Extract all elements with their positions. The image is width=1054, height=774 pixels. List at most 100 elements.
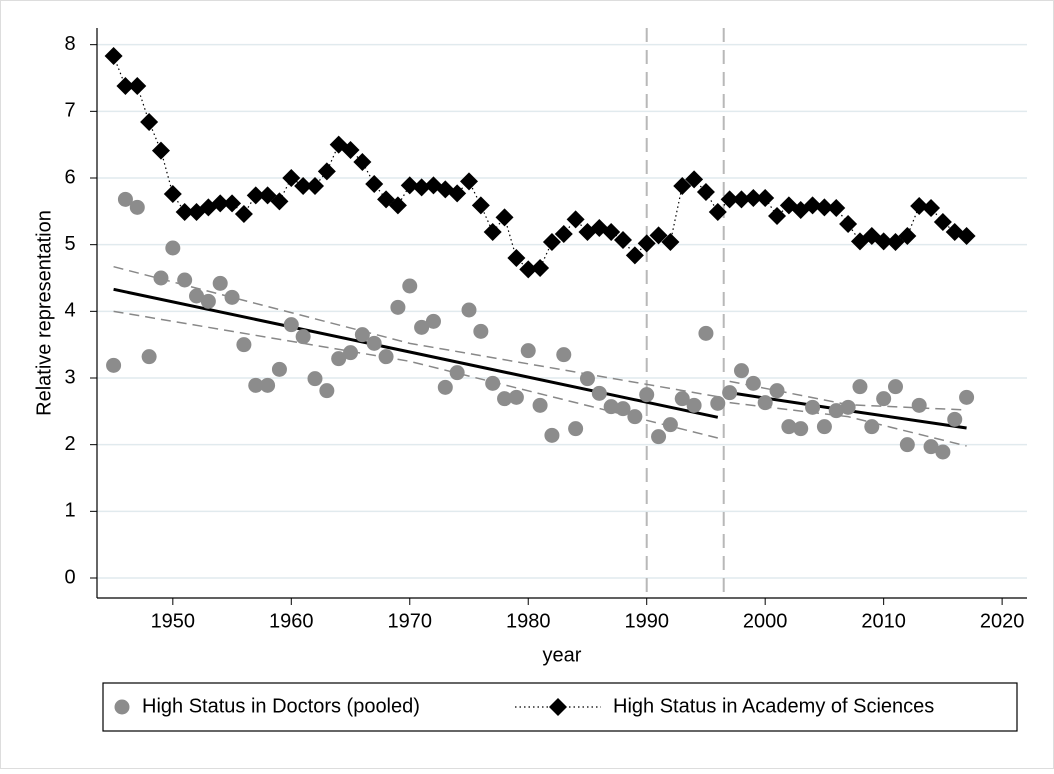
circle-marker: [662, 417, 678, 433]
circle-marker: [686, 397, 702, 413]
circle-marker: [947, 411, 963, 427]
circle-marker: [295, 329, 311, 345]
y-axis-label: Relative representation: [33, 210, 55, 416]
diamond-marker: [933, 213, 952, 231]
circle-marker: [911, 397, 927, 413]
circle-marker: [627, 409, 643, 425]
circle-marker: [745, 375, 761, 391]
circle-marker: [378, 349, 394, 365]
circle-marker: [497, 391, 513, 407]
circle-marker: [639, 387, 655, 403]
circle-marker: [722, 385, 738, 401]
diamond-marker: [874, 232, 893, 251]
diamond-marker: [815, 198, 834, 217]
circle-marker: [899, 437, 915, 453]
diamond-marker: [246, 186, 265, 205]
legend-label: High Status in Doctors (pooled): [142, 695, 420, 717]
circle-marker: [733, 363, 749, 379]
circle-marker: [674, 391, 690, 407]
x-tick-label: 1970: [388, 610, 433, 632]
circle-marker: [591, 385, 607, 401]
diamond-marker: [140, 113, 159, 131]
diamond-marker: [495, 208, 514, 227]
diamond-marker: [685, 170, 704, 189]
circle-marker: [153, 270, 169, 286]
circle-marker: [520, 343, 536, 359]
circle-marker: [271, 361, 287, 377]
circle-marker: [556, 347, 572, 363]
ci-upper: [113, 265, 718, 398]
circle-marker: [141, 349, 157, 365]
circle-marker: [260, 377, 276, 393]
circle-marker: [698, 325, 714, 341]
circle-marker: [437, 379, 453, 395]
y-tick-label: 5: [64, 233, 75, 255]
circle-marker: [212, 275, 228, 291]
diamond-marker: [566, 210, 585, 229]
diamond-marker: [614, 231, 633, 249]
y-tick-label: 4: [64, 300, 75, 322]
circle-marker: [425, 313, 441, 329]
y-tick-label: 0: [64, 566, 75, 588]
fit-line: [113, 287, 719, 419]
circle-marker: [710, 395, 726, 411]
diamond-marker: [365, 175, 384, 193]
diamond-marker: [827, 199, 846, 217]
x-tick-label: 1950: [151, 610, 196, 632]
circle-marker: [224, 289, 240, 305]
circle-marker: [935, 444, 951, 460]
diamond-marker: [744, 189, 763, 207]
diamond-marker: [234, 205, 253, 223]
diamond-marker: [412, 178, 431, 197]
circle-marker: [805, 399, 821, 415]
circle-marker: [461, 302, 477, 318]
y-tick-label: 6: [64, 166, 75, 188]
circle-marker: [200, 293, 216, 309]
circle-marker: [852, 379, 868, 395]
circle-marker: [781, 419, 797, 435]
diamond-marker: [910, 197, 929, 215]
diamond-marker: [270, 192, 289, 211]
circle-marker: [236, 337, 252, 353]
diamond-marker: [151, 141, 170, 160]
diamond-marker: [732, 190, 751, 209]
circle-marker: [876, 391, 892, 407]
x-tick-label: 1960: [269, 610, 314, 632]
diamond-marker: [400, 176, 419, 195]
diamond-marker: [696, 183, 715, 201]
circle-marker: [307, 371, 323, 387]
diamond-marker: [460, 172, 478, 191]
circle-marker: [319, 383, 335, 399]
circle-marker: [343, 345, 359, 361]
circle-marker: [923, 439, 939, 455]
circle-marker: [248, 377, 264, 393]
circle-marker: [615, 401, 631, 417]
diamond-marker: [305, 177, 324, 195]
diamond-marker: [448, 184, 467, 203]
circle-marker: [283, 317, 299, 333]
circle-marker: [568, 421, 584, 437]
circle-marker: [414, 319, 430, 335]
x-tick-label: 1980: [506, 610, 551, 632]
x-tick-label: 2000: [743, 610, 788, 632]
diamond-marker: [471, 196, 490, 215]
diamond-marker: [756, 189, 775, 207]
circle-marker: [331, 351, 347, 367]
diamond-marker: [519, 260, 538, 279]
diamond-marker: [104, 47, 123, 65]
diamond-marker: [341, 141, 360, 159]
circle-marker: [449, 365, 465, 381]
circle-marker: [769, 383, 785, 399]
circle-marker: [816, 419, 832, 435]
diamond-marker: [839, 215, 858, 233]
legend-marker: [549, 698, 567, 716]
circle-marker: [757, 395, 773, 411]
diamond-marker: [483, 223, 502, 241]
circle-marker: [887, 379, 903, 395]
circle-marker: [402, 278, 418, 294]
diamond-marker: [673, 177, 692, 195]
diamond-marker: [116, 77, 135, 95]
circle-marker: [651, 429, 667, 445]
circle-marker: [366, 335, 382, 351]
diamond-marker: [223, 194, 242, 213]
